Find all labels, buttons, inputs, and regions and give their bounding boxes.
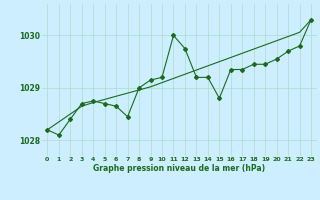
X-axis label: Graphe pression niveau de la mer (hPa): Graphe pression niveau de la mer (hPa) [93, 164, 265, 173]
